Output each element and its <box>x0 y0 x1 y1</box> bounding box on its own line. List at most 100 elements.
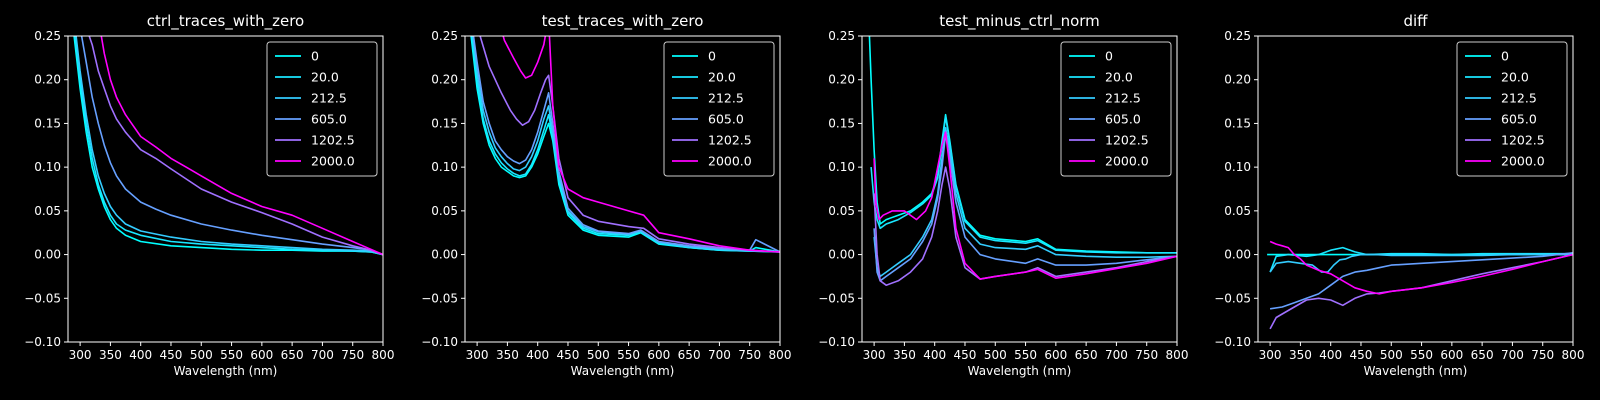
x-tick-label: 650 <box>1075 348 1098 362</box>
series-line-2 <box>75 36 383 256</box>
legend: 0 20.0 212.5 605.0 1202.5 2000.0 <box>266 41 378 177</box>
legend-entry: 20.0 <box>311 70 339 85</box>
x-tick-label: 800 <box>372 348 395 362</box>
chart-panel-1: ctrl_traces_with_zero 300 350 400 450 500 550 6… <box>24 12 395 378</box>
legend-entry: 1202.5 <box>311 133 355 148</box>
legend-entry: 212.5 <box>1501 91 1537 106</box>
legend: 0 20.0 212.5 605.0 1202.5 2000.0 <box>1060 41 1172 177</box>
legend-entry: 0 <box>708 49 716 64</box>
legend-entry: 1202.5 <box>1105 133 1149 148</box>
y-tick-label: 0.25 <box>34 29 61 43</box>
x-axis-label: Wavelength (nm) <box>968 364 1072 378</box>
y-tick-label: −0.10 <box>1214 335 1251 349</box>
legend-entry: 605.0 <box>708 112 744 127</box>
series-line-0 <box>73 36 383 256</box>
x-tick-label: 700 <box>1501 348 1524 362</box>
x-tick-label: 550 <box>617 348 640 362</box>
x-tick-label: 700 <box>311 348 334 362</box>
series-line-5 <box>873 131 1177 280</box>
legend-entry: 2000.0 <box>1501 154 1545 169</box>
y-tick-label: −0.05 <box>818 291 855 305</box>
legend-entry: 20.0 <box>1501 70 1529 85</box>
chart-title: ctrl_traces_with_zero <box>147 12 304 31</box>
y-tick-label: 0.05 <box>34 204 61 218</box>
y-tick-label: 0.20 <box>1224 73 1251 87</box>
x-axis-label: Wavelength (nm) <box>1364 364 1468 378</box>
legend-entry: 20.0 <box>1105 70 1133 85</box>
legend-entry: 605.0 <box>1501 112 1537 127</box>
x-tick-label: 350 <box>893 348 916 362</box>
y-tick-label: −0.05 <box>1214 291 1251 305</box>
y-tick-label: 0.20 <box>431 73 458 87</box>
legend-entry: 212.5 <box>311 91 347 106</box>
series-line-4 <box>88 36 383 256</box>
series-line-1 <box>1269 246 1573 273</box>
y-tick-label: 0.10 <box>431 160 458 174</box>
axes-frame <box>861 35 1178 343</box>
series-line-5 <box>1269 240 1573 295</box>
x-tick-label: 800 <box>1166 348 1189 362</box>
x-axis-label: Wavelength (nm) <box>174 364 278 378</box>
series-line-3 <box>873 133 1177 282</box>
legend-entry: 2000.0 <box>311 154 355 169</box>
x-tick-label: 500 <box>984 348 1007 362</box>
series-line-5 <box>502 36 780 253</box>
series-line-4 <box>479 36 780 253</box>
legend-box <box>1456 41 1568 177</box>
y-tick-label: 0.20 <box>828 73 855 87</box>
x-tick-label: 350 <box>496 348 519 362</box>
x-tick-label: 550 <box>1014 348 1037 362</box>
x-tick-label: 700 <box>1105 348 1128 362</box>
x-tick-label: 750 <box>1135 348 1158 362</box>
x-tick-label: 750 <box>738 348 761 362</box>
y-tick-label: −0.10 <box>818 335 855 349</box>
x-tick-label: 450 <box>954 348 977 362</box>
legend-entry: 20.0 <box>708 70 736 85</box>
y-tick-label: 0.25 <box>1224 29 1251 43</box>
y-tick-label: 0.00 <box>1224 248 1251 262</box>
x-tick-label: 400 <box>129 348 152 362</box>
legend-box <box>266 41 378 177</box>
series-line-1 <box>74 36 383 256</box>
y-tick-label: 0.10 <box>1224 160 1251 174</box>
series-lines <box>73 36 383 256</box>
y-tick-label: 0.05 <box>1224 204 1251 218</box>
chart-title: diff <box>1403 12 1428 30</box>
chart-panel-3: test_minus_ctrl_norm 300 350 400 450 500 550 60… <box>818 12 1189 378</box>
x-tick-label: 400 <box>526 348 549 362</box>
y-tick-label: −0.10 <box>24 335 61 349</box>
x-tick-label: 400 <box>1319 348 1342 362</box>
y-tick-label: 0.15 <box>34 116 61 130</box>
y-tick-label: 0.05 <box>828 204 855 218</box>
series-lines <box>868 36 1177 287</box>
x-tick-label: 600 <box>647 348 670 362</box>
x-tick-label: 650 <box>678 348 701 362</box>
legend-entry: 0 <box>1501 49 1509 64</box>
legend: 0 20.0 212.5 605.0 1202.5 2000.0 <box>1456 41 1568 177</box>
y-tick-label: 0.10 <box>828 160 855 174</box>
chart-panel-4: diff 300 350 400 450 500 550 600 650 700 750 800 −0.… <box>1214 12 1584 378</box>
series-line-1 <box>870 115 1177 254</box>
legend: 0 20.0 212.5 605.0 1202.5 2000.0 <box>663 41 775 177</box>
legend-entry: 1202.5 <box>1501 133 1545 148</box>
y-tick-label: 0.25 <box>431 29 458 43</box>
series-line-4 <box>873 166 1177 287</box>
series-line-4 <box>1269 253 1573 330</box>
x-tick-label: 300 <box>1259 348 1282 362</box>
y-tick-label: 0.00 <box>431 248 458 262</box>
y-tick-label: −0.10 <box>421 335 458 349</box>
legend-entry: 0 <box>311 49 319 64</box>
y-tick-label: 0.00 <box>34 248 61 262</box>
x-tick-label: 650 <box>281 348 304 362</box>
x-tick-label: 750 <box>341 348 364 362</box>
y-tick-label: −0.05 <box>24 291 61 305</box>
x-tick-label: 500 <box>190 348 213 362</box>
x-tick-label: 450 <box>1350 348 1373 362</box>
x-tick-label: 600 <box>1044 348 1067 362</box>
x-tick-label: 550 <box>220 348 243 362</box>
legend-entry: 0 <box>1105 49 1113 64</box>
legend-entry: 605.0 <box>311 112 347 127</box>
legend-box <box>1060 41 1172 177</box>
series-line-2 <box>1269 253 1573 273</box>
